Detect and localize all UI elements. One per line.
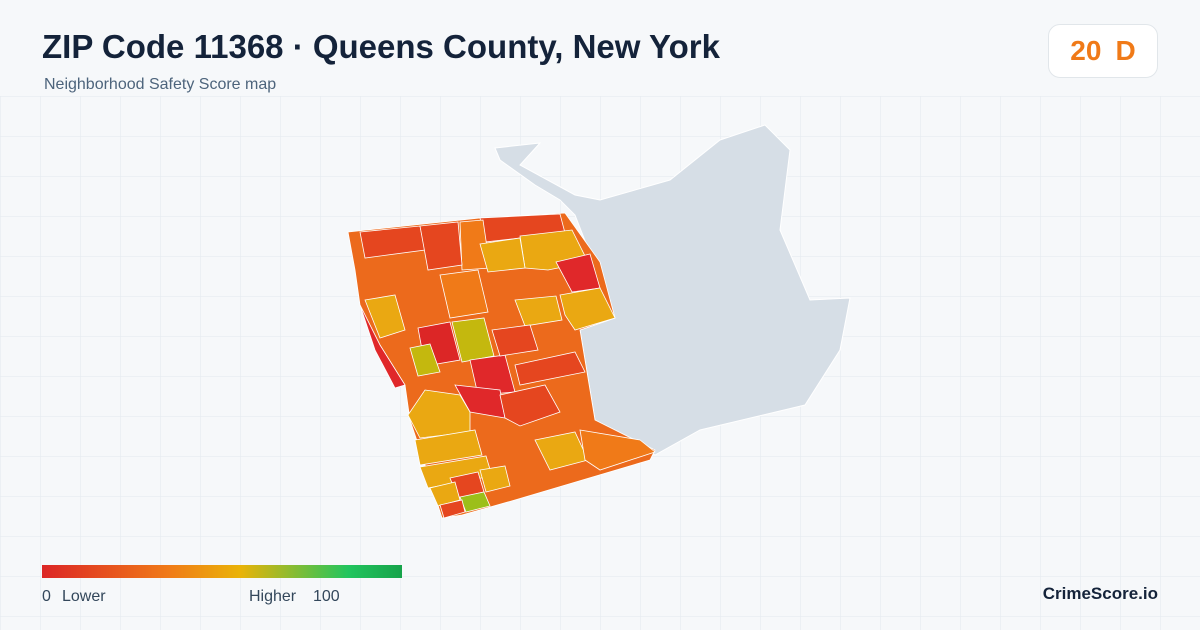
title: ZIP Code 11368 · Queens County, New York xyxy=(42,28,720,65)
legend-max: 100 xyxy=(313,588,340,605)
legend-min: 0 xyxy=(42,588,51,605)
airport-area xyxy=(494,124,851,456)
subtitle: Neighborhood Safety Score map xyxy=(44,76,277,93)
score-grade: D xyxy=(1115,35,1136,66)
score-badge: 20 D xyxy=(1048,24,1158,78)
score-value: 20 xyxy=(1070,35,1102,66)
legend-max-label: Higher xyxy=(249,588,297,605)
legend-gradient xyxy=(42,565,402,578)
legend-min-label: Lower xyxy=(62,588,106,605)
zip-area xyxy=(347,212,656,519)
brand: CrimeScore.io xyxy=(1042,584,1158,603)
